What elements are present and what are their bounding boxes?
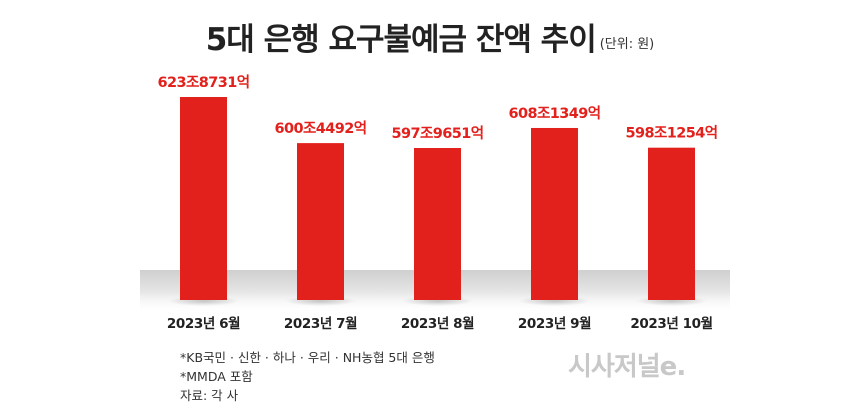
data-label: 598조1254억 [626,124,718,142]
bar [648,147,695,300]
category-label: 2023년 9월 [518,315,591,332]
note-mmda: *MMDA 포함 [180,369,253,384]
bar [297,143,344,300]
bar [414,148,461,300]
data-label: 597조9651억 [392,124,484,142]
data-label: 623조8731억 [158,73,250,91]
publisher-logo: 시사저널e. [568,352,686,382]
title-row: 5대 은행 요구불예금 잔액 추이 (단위: 원) [0,14,860,59]
bar [531,127,578,300]
data-label: 600조4492억 [275,119,367,137]
category-label: 2023년 6월 [167,315,240,332]
data-label: 608조1349억 [509,104,601,122]
category-label: 2023년 10월 [630,315,712,332]
chart-title: 5대 은행 요구불예금 잔액 추이 [205,22,597,58]
note-banks: *KB국민 · 신한 · 하나 · 우리 · NH농협 5대 은행 [180,350,435,365]
note-source: 자료: 각 사 [180,388,239,403]
category-label: 2023년 7월 [284,315,357,332]
bar [180,97,227,300]
unit-label: (단위: 원) [599,37,655,52]
category-label: 2023년 8월 [401,315,474,332]
notes: *KB국민 · 신한 · 하나 · 우리 · NH농협 5대 은행 *MMDA … [180,348,435,405]
